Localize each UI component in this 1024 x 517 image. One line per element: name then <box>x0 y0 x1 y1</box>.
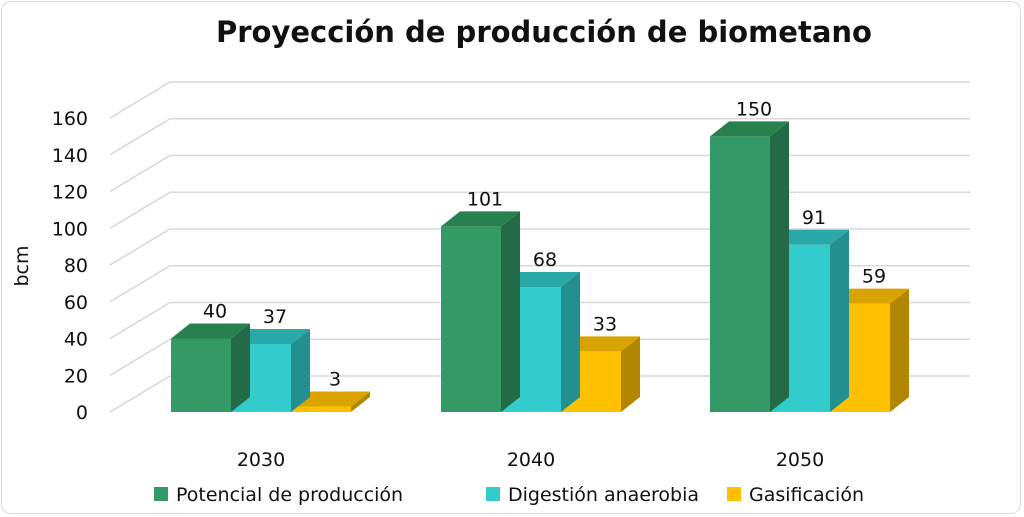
y-tick-label: 140 <box>52 145 88 167</box>
gridline <box>109 338 970 376</box>
bar <box>291 391 370 412</box>
bar <box>710 121 789 412</box>
data-label: 59 <box>862 266 886 288</box>
bar-top <box>441 211 520 227</box>
gridline <box>109 191 970 229</box>
bar-side <box>890 288 909 412</box>
legend-swatch <box>486 487 500 501</box>
y-tick-label: 0 <box>76 402 88 424</box>
gridlines <box>109 81 970 413</box>
y-tick-label: 100 <box>52 218 88 240</box>
data-label: 40 <box>203 301 227 323</box>
gridline <box>109 375 970 413</box>
data-label: 68 <box>533 249 557 271</box>
bar <box>171 323 250 412</box>
bars <box>171 121 909 412</box>
legend-item: Digestión anaerobia <box>486 484 699 506</box>
y-tick-label: 40 <box>64 329 88 351</box>
legend-item: Potencial de producción <box>154 484 403 506</box>
x-category-labels: 2030 2040 2050 <box>237 449 824 471</box>
gridline <box>109 228 970 266</box>
data-label: 37 <box>263 306 287 328</box>
bar <box>441 211 520 412</box>
legend-swatch <box>727 487 741 501</box>
bar-top <box>291 391 370 407</box>
bar-side <box>561 272 580 412</box>
bar-front <box>441 226 501 412</box>
gridline <box>109 264 970 303</box>
gridline <box>109 117 970 156</box>
gridline <box>109 301 970 340</box>
legend-label: Potencial de producción <box>176 484 403 506</box>
bar-front <box>710 136 770 412</box>
x-category-label: 2050 <box>776 449 824 471</box>
bar-top <box>830 288 909 304</box>
bar-top <box>171 323 250 339</box>
bar-side <box>621 336 640 412</box>
bar-side <box>291 329 310 412</box>
y-tick-label: 80 <box>64 255 88 277</box>
gridline <box>109 154 970 193</box>
y-tick-label: 160 <box>52 108 88 130</box>
y-tick-label: 60 <box>64 292 88 314</box>
y-tick-labels: 0 20 40 60 80 100 120 140 160 <box>52 108 88 424</box>
x-category-label: 2040 <box>507 449 555 471</box>
y-tick-label: 20 <box>64 365 88 387</box>
bar-top <box>561 336 640 352</box>
legend-label: Gasificación <box>749 484 864 506</box>
bar-front <box>291 406 351 412</box>
legend-item: Gasificación <box>727 484 864 506</box>
bar-side <box>501 211 520 412</box>
bar-side <box>770 121 789 412</box>
legend: Potencial de producción Digestión anaerob… <box>154 484 864 506</box>
bar-side <box>830 229 849 412</box>
bar-top <box>231 329 310 345</box>
bar-front <box>171 338 231 412</box>
legend-label: Digestión anaerobia <box>508 484 699 506</box>
bar-top <box>710 121 789 137</box>
data-label: 101 <box>467 188 503 210</box>
bar-top <box>501 272 580 288</box>
data-labels: 40 37 3 101 68 33 150 91 59 <box>203 98 886 390</box>
legend-swatch <box>154 487 168 501</box>
bar <box>501 272 580 412</box>
data-label: 91 <box>802 207 826 229</box>
chart-title: Proyección de producción de biometano <box>216 15 872 49</box>
data-label: 150 <box>736 98 772 120</box>
data-label: 33 <box>593 313 617 335</box>
bar-side <box>351 391 370 412</box>
bar-top <box>770 229 849 245</box>
gridline <box>109 81 970 119</box>
x-category-label: 2030 <box>237 449 285 471</box>
data-label: 3 <box>329 368 341 390</box>
y-axis-label: bcm <box>11 245 33 286</box>
y-tick-label: 120 <box>52 182 88 204</box>
bar-side <box>231 323 250 412</box>
